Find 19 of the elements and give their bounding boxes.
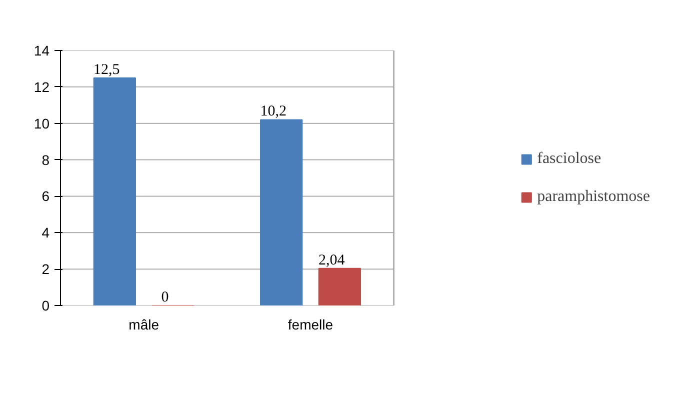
x-tick-label: femelle <box>288 316 334 332</box>
y-tick-label: 2 <box>42 261 50 278</box>
y-tick-label: 8 <box>42 152 50 168</box>
x-tick-label: mâle <box>128 316 160 332</box>
y-tick-label: 14 <box>34 42 50 58</box>
bar <box>318 268 361 306</box>
data-label: 12,5 <box>94 62 120 78</box>
y-tick-label: 4 <box>42 224 50 241</box>
bar <box>93 77 136 306</box>
bar <box>260 119 303 306</box>
y-tick-label: 0 <box>42 298 50 314</box>
legend-label: fasciolose <box>537 150 602 168</box>
y-tick-label: 10 <box>34 115 50 132</box>
data-label: 0 <box>161 290 169 306</box>
data-label: 2,04 <box>318 252 346 268</box>
data-label: 10,2 <box>260 104 286 120</box>
y-tick-label: 6 <box>42 188 50 204</box>
legend-label: paramphistomose <box>537 188 650 206</box>
y-tick-label: 12 <box>34 78 50 95</box>
